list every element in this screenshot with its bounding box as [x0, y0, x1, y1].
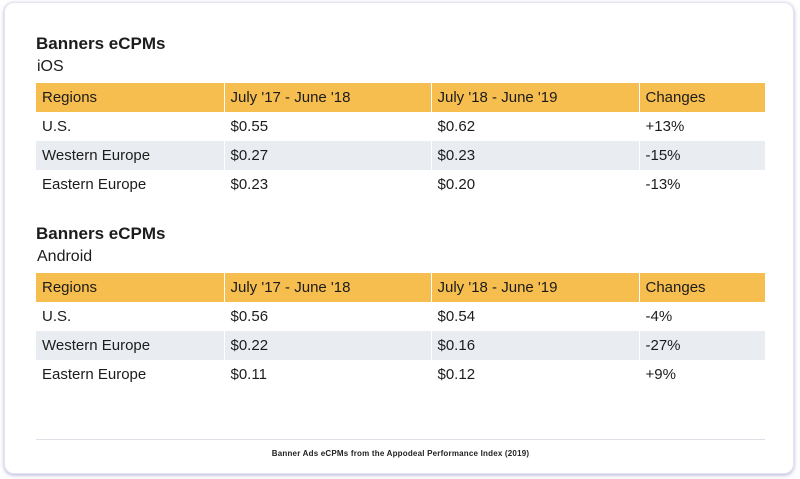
column-header-period-2: July '18 - June '19	[430, 83, 639, 112]
cell-value: $0.12	[430, 360, 639, 389]
cell-region: Western Europe	[36, 331, 224, 360]
table-header-row: Regions July '17 - June '18 July '18 - J…	[36, 273, 765, 302]
cell-value: $0.23	[223, 170, 431, 199]
ios-section: Banners eCPMs iOS Regions July '17 - Jun…	[36, 34, 765, 199]
cell-value: $0.11	[223, 360, 431, 389]
cell-change: -15%	[638, 141, 765, 170]
android-section: Banners eCPMs Android Regions July '17 -…	[36, 224, 765, 389]
table-header-row: Regions July '17 - June '18 July '18 - J…	[36, 83, 765, 112]
column-header-changes: Changes	[638, 273, 765, 302]
table-row: Eastern Europe $0.11 $0.12 +9%	[36, 360, 765, 389]
cell-region: U.S.	[42, 118, 72, 135]
cell-region: Western Europe	[36, 141, 224, 170]
cell-region: Eastern Europe	[42, 366, 147, 383]
cell-value: $0.27	[223, 141, 431, 170]
figure-caption: Banner Ads eCPMs from the Appodeal Perfo…	[271, 449, 530, 458]
cell-change: -4%	[638, 302, 765, 331]
cell-change: -27%	[638, 331, 765, 360]
cell-value: $0.22	[223, 331, 431, 360]
column-header-period-2: July '18 - June '19	[430, 273, 639, 302]
cell-change: +13%	[638, 112, 765, 141]
cell-value: $0.54	[430, 302, 639, 331]
cell-value: $0.16	[430, 331, 639, 360]
cell-change: -13%	[638, 170, 765, 199]
cell-value: $0.23	[430, 141, 639, 170]
ecpm-table-ios: Regions July '17 - June '18 July '18 - J…	[36, 83, 765, 199]
column-header-changes: Changes	[638, 83, 765, 112]
cell-region: Eastern Europe	[42, 176, 147, 193]
section-title: Banners eCPMs	[36, 34, 166, 53]
footer-divider	[36, 439, 765, 440]
column-header-regions: Regions	[36, 273, 224, 302]
cell-value: $0.62	[430, 112, 639, 141]
section-subtitle: Android	[37, 248, 93, 265]
cell-value: $0.56	[223, 302, 431, 331]
cell-value: $0.55	[223, 112, 431, 141]
table-row: U.S. $0.56 $0.54 -4%	[36, 302, 765, 331]
content-card	[4, 2, 794, 474]
table-row: Western Europe $0.22 $0.16 -27%	[36, 331, 765, 360]
cell-value: $0.20	[430, 170, 639, 199]
column-header-regions: Regions	[36, 83, 224, 112]
ecpm-table-android: Regions July '17 - June '18 July '18 - J…	[36, 273, 765, 389]
section-title: Banners eCPMs	[36, 224, 166, 243]
column-header-period-1: July '17 - June '18	[223, 273, 431, 302]
table-row: U.S. $0.55 $0.62 +13%	[36, 112, 765, 141]
table-row: Western Europe $0.27 $0.23 -15%	[36, 141, 765, 170]
cell-change: +9%	[638, 360, 765, 389]
cell-region: U.S.	[42, 308, 72, 325]
section-subtitle: iOS	[37, 58, 64, 75]
column-header-period-1: July '17 - June '18	[223, 83, 431, 112]
table-row: Eastern Europe $0.23 $0.20 -13%	[36, 170, 765, 199]
